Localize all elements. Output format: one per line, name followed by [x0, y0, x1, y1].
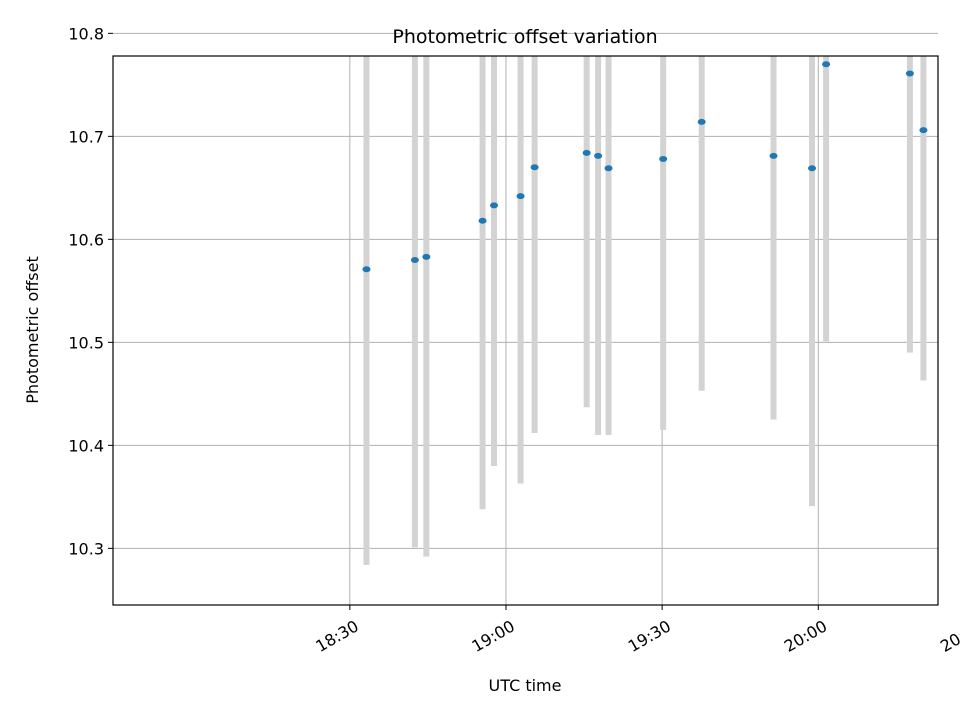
data-points — [362, 61, 928, 273]
data-point — [905, 70, 914, 77]
plot-frame — [112, 55, 939, 606]
data-point — [362, 266, 371, 273]
y-tick-label: 10.4 — [68, 436, 104, 455]
data-point — [516, 193, 525, 200]
data-point — [594, 152, 603, 159]
y-tick-label: 10.6 — [68, 230, 104, 249]
data-point — [422, 253, 431, 260]
data-point — [478, 217, 487, 224]
data-point — [808, 165, 817, 172]
data-point — [604, 165, 613, 172]
y-tick-label: 10.3 — [68, 539, 104, 558]
data-point — [530, 164, 539, 171]
data-point — [582, 149, 591, 156]
data-point — [490, 202, 499, 209]
data-point — [822, 61, 831, 68]
data-point — [410, 256, 419, 263]
x-axis-label: UTC time — [489, 676, 562, 695]
data-point — [659, 156, 668, 163]
y-axis-ticks: 10.310.410.510.610.710.810.911.0 — [68, 24, 113, 558]
y-tick-label: 10.7 — [68, 127, 104, 146]
data-point — [697, 118, 706, 125]
y-tick-label: 10.8 — [68, 24, 104, 43]
chart-title: Photometric offset variation — [392, 26, 657, 48]
y-axis-label: Photometric offset — [23, 256, 42, 404]
data-point — [919, 127, 928, 134]
data-point — [769, 152, 778, 159]
y-tick-label: 10.5 — [68, 333, 104, 352]
